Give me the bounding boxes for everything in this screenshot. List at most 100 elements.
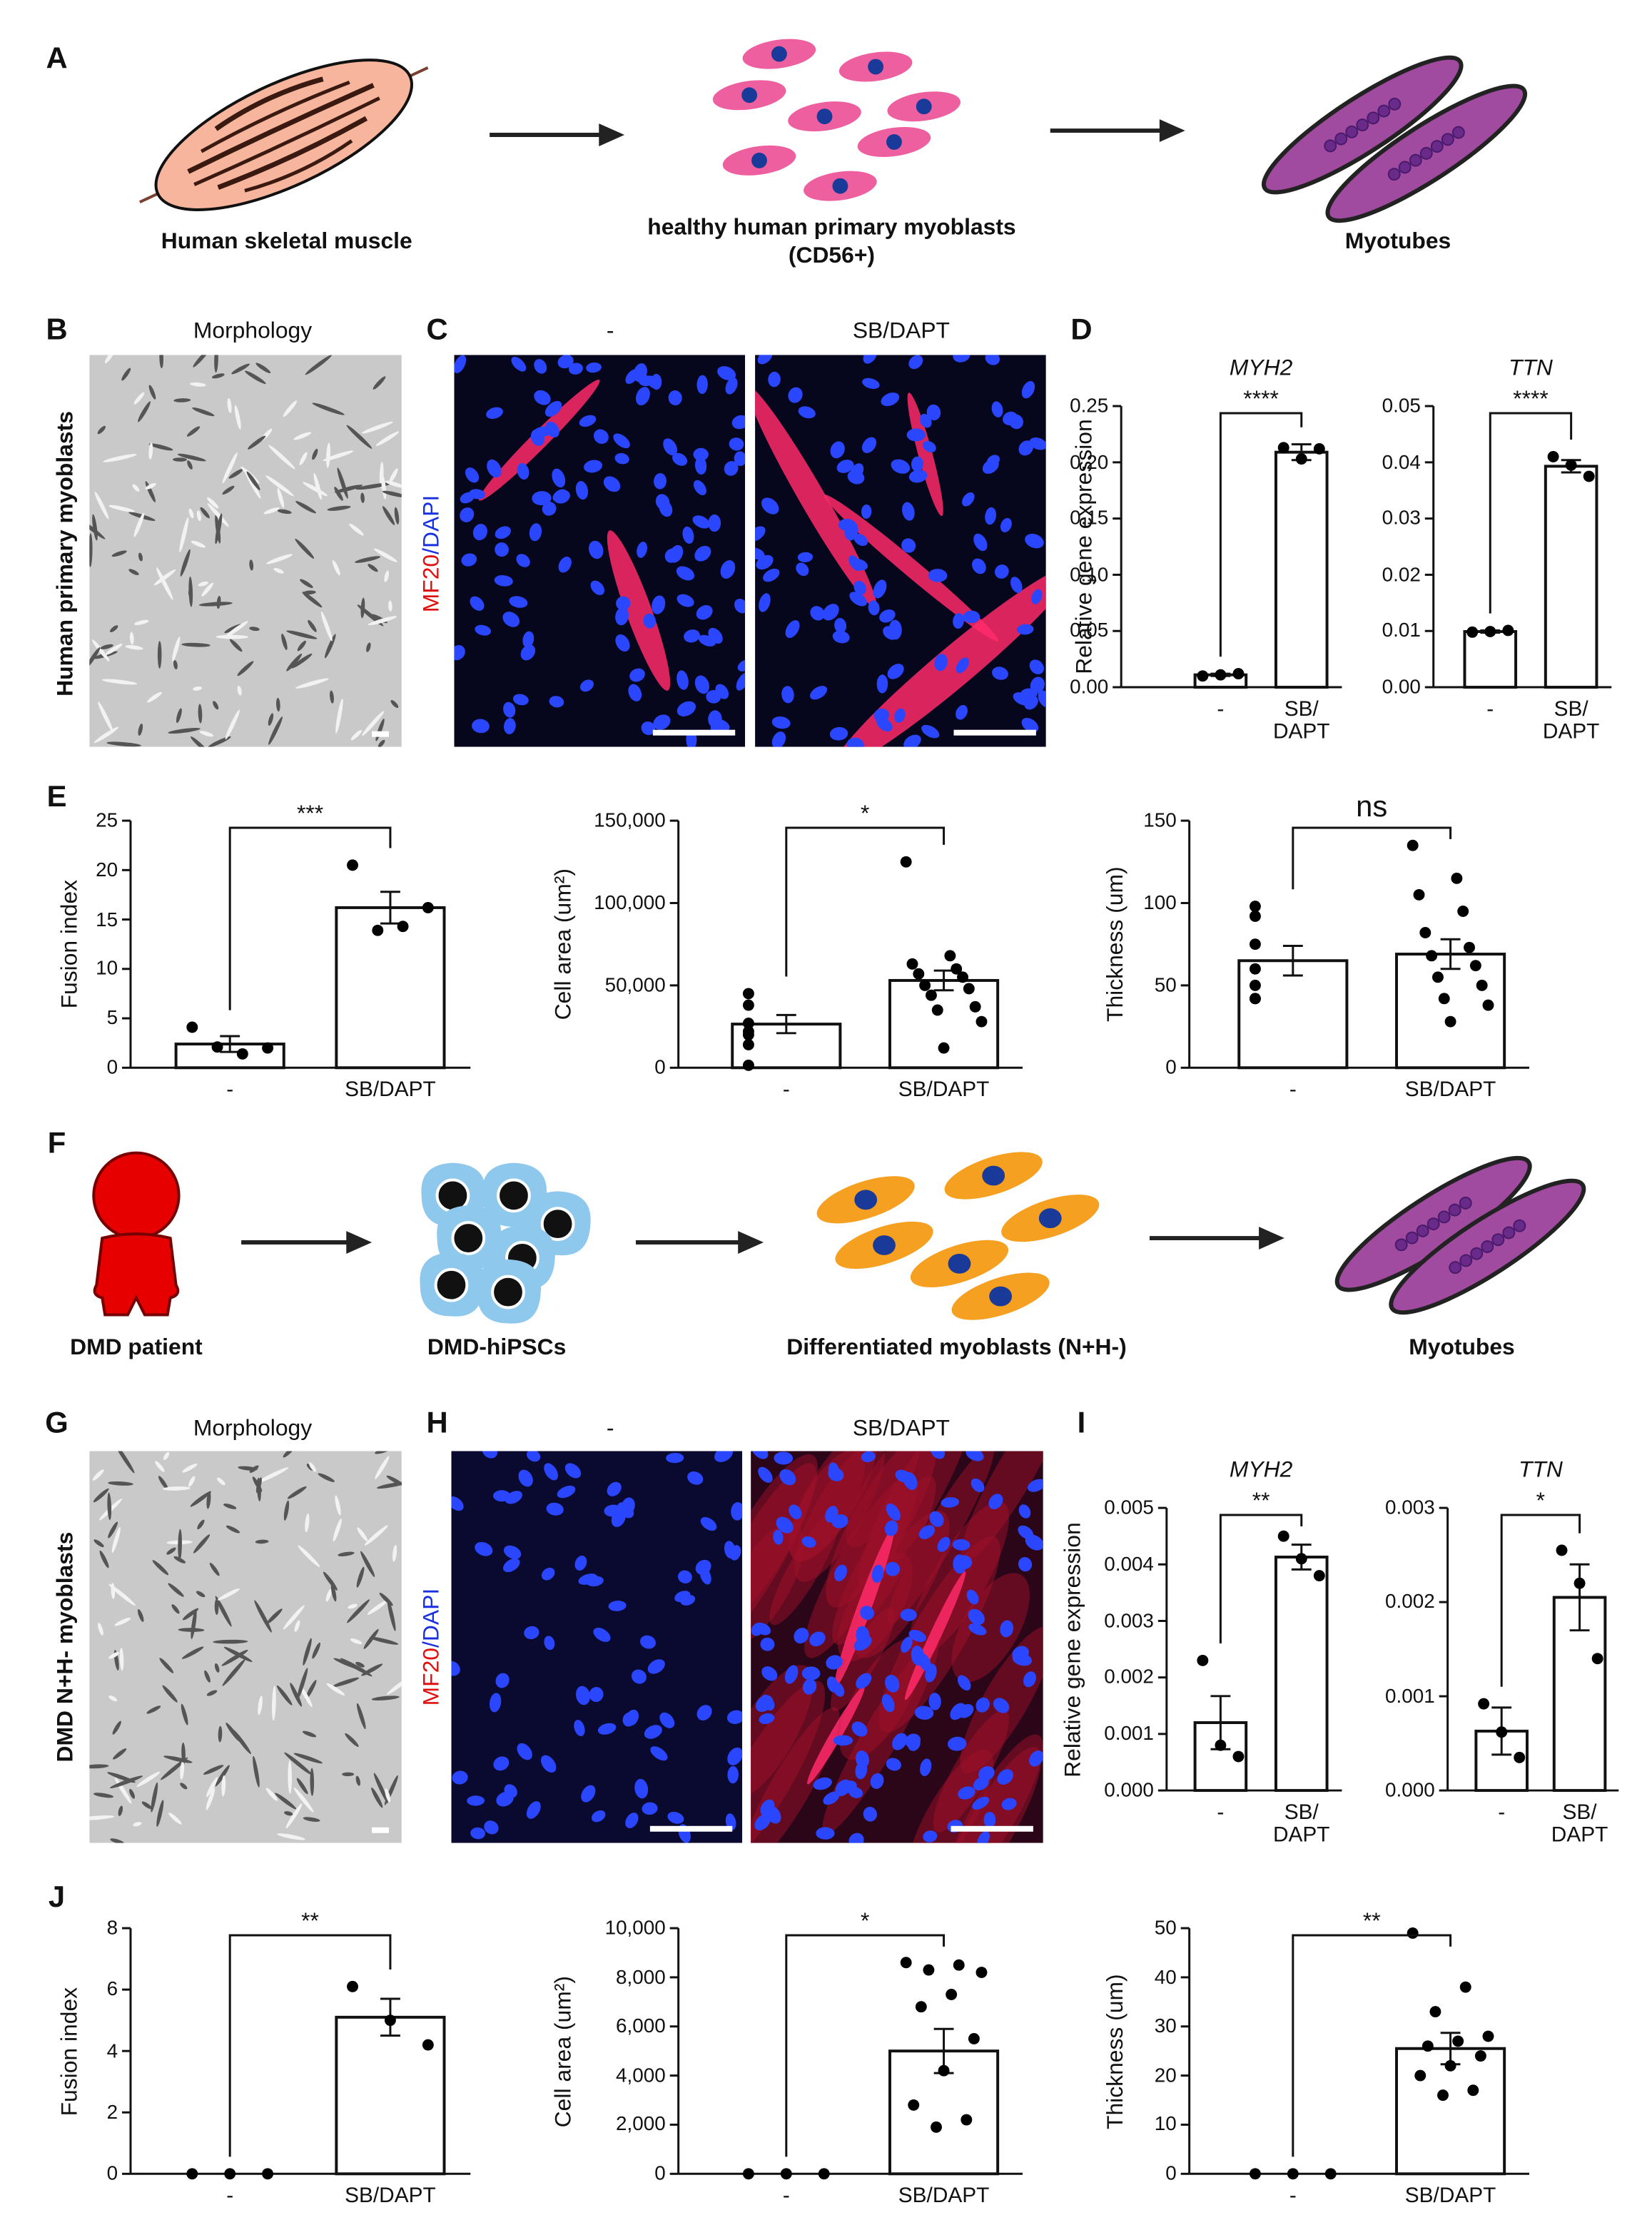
muscle-fiber: [214, 76, 324, 131]
nucleus: [832, 178, 848, 194]
nucleus-stain: [895, 1469, 912, 1483]
phase-cell: [113, 1748, 127, 1760]
phase-cell: [213, 701, 219, 710]
phase-cell: [361, 421, 393, 434]
phase-cell: [133, 1822, 142, 1827]
myotube-nucleus: [1377, 104, 1391, 118]
phase-cell: [360, 1551, 375, 1577]
myotube-nucleus: [1430, 140, 1444, 153]
phase-cell: [179, 517, 189, 552]
phase-cell: [98, 701, 113, 732]
nucleus-stain: [677, 1570, 692, 1583]
nucleus-stain: [908, 1630, 926, 1642]
phase-cell: [302, 1730, 317, 1738]
nucleus-stain: [734, 599, 746, 614]
nucleus-stain: [584, 460, 603, 473]
nucleus-stain: [991, 401, 1003, 417]
phase-cell: [168, 1583, 184, 1597]
nucleus-stain: [694, 675, 709, 694]
y-tick-label: 0.002: [1104, 1665, 1154, 1688]
phase-cell: [320, 611, 333, 642]
phase-cell: [275, 1793, 297, 1810]
significance-bracket: [1292, 826, 1452, 890]
phase-cell: [89, 647, 101, 669]
nucleus-stain: [654, 472, 667, 490]
data-point: [1197, 1654, 1209, 1666]
myotube-stain: [907, 392, 943, 517]
data-point: [1464, 941, 1475, 953]
data-point: [1466, 626, 1479, 638]
data-point: [1413, 888, 1425, 901]
phase-cell: [196, 510, 201, 522]
panel-letter: E: [46, 781, 67, 813]
nucleus-stain: [985, 355, 1000, 365]
nucleus-stain: [641, 721, 656, 736]
panel-letter: C: [426, 313, 448, 347]
phase-cell: [255, 363, 271, 373]
phase-cell: [98, 1623, 103, 1636]
phase-cell: [109, 1775, 143, 1789]
phase-cell: [312, 402, 345, 415]
y-tick-label: 10: [96, 956, 118, 980]
phase-cell: [108, 1521, 118, 1539]
nucleus-stain: [928, 1693, 941, 1710]
nucleus-stain: [495, 542, 509, 557]
micrograph: [454, 355, 746, 747]
nucleus-stain: [868, 600, 880, 616]
phase-cell: [101, 679, 138, 685]
phase-cell: [312, 448, 318, 460]
data-point: [742, 999, 754, 1011]
nucleus-stain: [532, 491, 552, 506]
red-haze: [751, 1463, 816, 1652]
phase-cell: [93, 1488, 109, 1503]
nucleus-stain: [694, 456, 707, 475]
phase-cell: [302, 592, 323, 608]
y-tick-label: 0: [654, 2161, 666, 2184]
nucleus-stain: [993, 1698, 1010, 1713]
myotube-nucleus: [1387, 168, 1401, 181]
nucleus-stain: [849, 592, 867, 607]
y-tick-label: 5: [106, 1005, 118, 1029]
phase-cell: [310, 1768, 315, 1796]
y-tick-label: 2,000: [616, 2112, 666, 2135]
y-tick-label: 10,000: [604, 1915, 666, 1939]
phase-cell: [225, 709, 240, 740]
phase-cell: [309, 1462, 317, 1472]
nucleus-stain: [774, 1451, 794, 1465]
phase-cell: [326, 442, 330, 468]
x-tick-label: -: [1486, 696, 1494, 721]
phase-cell: [268, 445, 295, 470]
nucleus-stain: [607, 1481, 622, 1496]
arrow-head: [1259, 1227, 1284, 1250]
y-axis-label: Thickness (um): [1104, 866, 1129, 1022]
phase-cell: [180, 549, 191, 577]
nucleus-stain: [956, 657, 969, 674]
nucleus-stain: [518, 1469, 533, 1487]
significance-label: ****: [1513, 387, 1549, 412]
y-tick-label: 0.04: [1382, 450, 1421, 473]
phase-cell: [305, 1513, 310, 1533]
nucleus-stain: [615, 634, 630, 652]
y-tick-label: 0.001: [1104, 1721, 1154, 1745]
y-tick-label: 50: [1154, 1915, 1177, 1939]
phase-cell: [146, 691, 162, 703]
phase-cell: [216, 634, 249, 639]
phase-cell: [156, 1800, 164, 1828]
x-tick-label: SB/ DAPT: [1272, 696, 1330, 744]
nucleus-stain: [855, 1761, 868, 1780]
nucleus-stain: [522, 631, 534, 648]
phase-cell: [355, 1775, 361, 1786]
data-point: [951, 963, 963, 975]
step-label: Differentiated myoblasts (N+H-): [786, 1336, 1127, 1361]
significance-bracket: [1219, 1514, 1303, 1644]
data-point: [1232, 1750, 1245, 1763]
nucleus-stain: [694, 545, 711, 562]
nucleus-stain: [708, 514, 721, 532]
myotube-nucleus: [1419, 146, 1433, 160]
phase-cell: [229, 639, 243, 652]
nucleus-stain: [504, 1784, 517, 1798]
data-point: [1249, 979, 1261, 991]
nucleus-stain: [504, 718, 516, 734]
phase-cell: [375, 431, 400, 447]
nucleus-stain: [616, 596, 631, 611]
